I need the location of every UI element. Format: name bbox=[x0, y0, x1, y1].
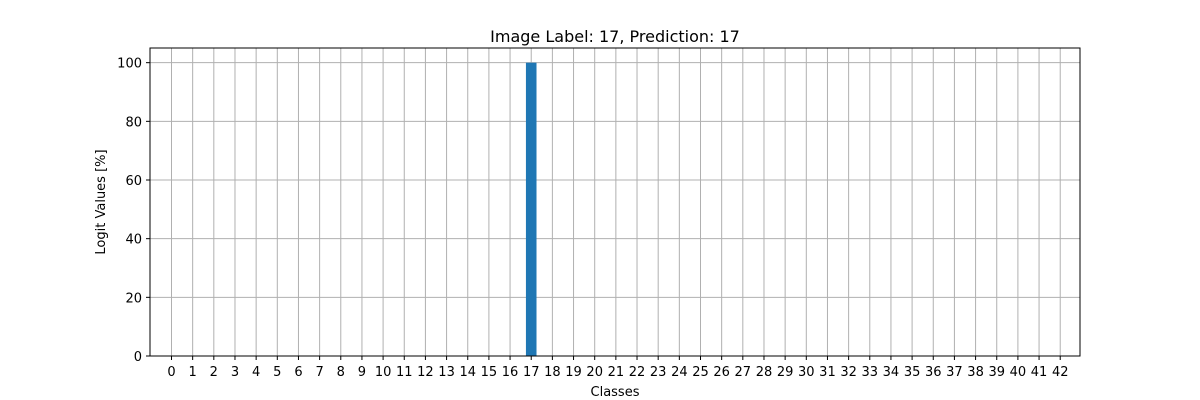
x-tick-label: 13 bbox=[438, 365, 455, 380]
x-tick-label: 6 bbox=[294, 365, 302, 380]
x-tick-label: 17 bbox=[523, 365, 540, 380]
y-axis-label: Logit Values [%] bbox=[94, 149, 109, 254]
x-tick-label: 21 bbox=[608, 365, 625, 380]
x-tick-label: 3 bbox=[231, 365, 239, 380]
chart-title: Image Label: 17, Prediction: 17 bbox=[490, 27, 740, 46]
bar-class-17 bbox=[525, 62, 537, 357]
y-tick-label: 0 bbox=[134, 350, 142, 365]
y-tick-label: 60 bbox=[125, 174, 142, 189]
x-tick-label: 37 bbox=[946, 365, 963, 380]
x-tick-label: 26 bbox=[713, 365, 730, 380]
x-tick-label: 14 bbox=[459, 365, 476, 380]
x-tick-label: 9 bbox=[358, 365, 366, 380]
x-tick-label: 35 bbox=[904, 365, 921, 380]
x-tick-label: 16 bbox=[502, 365, 519, 380]
x-tick-label: 28 bbox=[756, 365, 773, 380]
x-tick-label: 41 bbox=[1031, 365, 1048, 380]
x-tick-label: 25 bbox=[692, 365, 709, 380]
x-tick-label: 19 bbox=[565, 365, 582, 380]
x-tick-label: 5 bbox=[273, 365, 281, 380]
y-tick-label: 100 bbox=[117, 57, 142, 72]
x-tick-label: 12 bbox=[417, 365, 434, 380]
y-tick-label: 20 bbox=[125, 291, 142, 306]
plot-frame bbox=[149, 47, 1081, 357]
x-tick-label: 4 bbox=[252, 365, 260, 380]
x-tick-label: 38 bbox=[967, 365, 984, 380]
x-tick-label: 10 bbox=[375, 365, 392, 380]
x-tick-label: 39 bbox=[988, 365, 1005, 380]
x-tick-label: 0 bbox=[167, 365, 175, 380]
x-tick-label: 36 bbox=[925, 365, 942, 380]
x-tick-label: 24 bbox=[671, 365, 688, 380]
x-tick-label: 7 bbox=[315, 365, 323, 380]
x-axis-label: Classes bbox=[591, 385, 640, 400]
x-tick-label: 11 bbox=[396, 365, 413, 380]
grid-layer bbox=[150, 48, 1080, 357]
x-tick-label: 31 bbox=[819, 365, 836, 380]
x-tick-label: 33 bbox=[862, 365, 879, 380]
y-tick-label: 40 bbox=[125, 233, 142, 248]
x-axis-ticks: 0 1 2 3 4 5 6 7 8 9 10 11 12 13 14 15 16 17 18 19 20 21 22 23 24… bbox=[167, 356, 1068, 380]
bars-layer bbox=[525, 62, 537, 357]
x-tick-label: 18 bbox=[544, 365, 561, 380]
x-tick-label: 22 bbox=[629, 365, 646, 380]
x-tick-label: 30 bbox=[798, 365, 815, 380]
x-tick-label: 20 bbox=[586, 365, 603, 380]
x-tick-label: 8 bbox=[337, 365, 345, 380]
x-tick-label: 15 bbox=[481, 365, 498, 380]
y-axis-ticks: 0 20 40 60 80 100 bbox=[117, 57, 150, 365]
x-tick-label: 34 bbox=[883, 365, 900, 380]
x-tick-label: 32 bbox=[840, 365, 857, 380]
y-tick-label: 80 bbox=[125, 115, 142, 130]
x-tick-label: 1 bbox=[189, 365, 197, 380]
x-tick-label: 42 bbox=[1052, 365, 1069, 380]
x-tick-label: 40 bbox=[1010, 365, 1027, 380]
x-tick-label: 27 bbox=[735, 365, 752, 380]
x-tick-label: 2 bbox=[210, 365, 218, 380]
x-tick-label: 23 bbox=[650, 365, 667, 380]
x-tick-label: 29 bbox=[777, 365, 794, 380]
